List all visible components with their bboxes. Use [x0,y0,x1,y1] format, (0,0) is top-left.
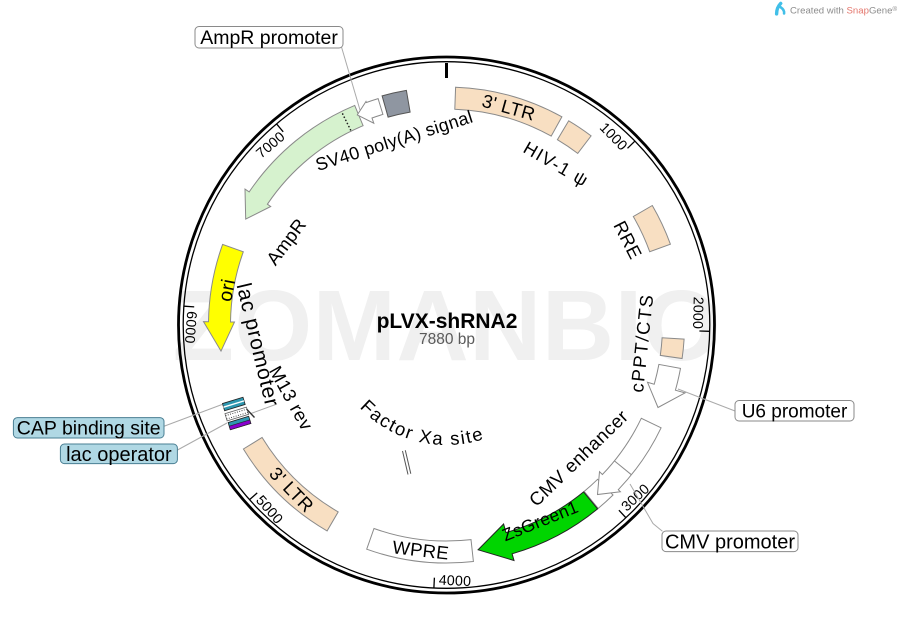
svg-text:CMV promoter: CMV promoter [665,531,795,553]
svg-text:6000: 6000 [181,311,199,344]
svg-text:2000: 2000 [689,297,706,330]
svg-text:U6 promoter: U6 promoter [742,401,848,422]
svg-text:4000: 4000 [438,573,471,591]
svg-text:CAP binding site: CAP binding site [17,418,161,440]
svg-text:pLVX-shRNA2: pLVX-shRNA2 [377,310,518,333]
svg-text:Created with SnapGene®: Created with SnapGene® [790,5,897,17]
svg-text:lac operator: lac operator [66,444,172,466]
svg-text:AmpR promoter: AmpR promoter [200,27,338,49]
svg-text:ori: ori [214,277,240,303]
svg-text:7880 bp: 7880 bp [419,331,475,348]
